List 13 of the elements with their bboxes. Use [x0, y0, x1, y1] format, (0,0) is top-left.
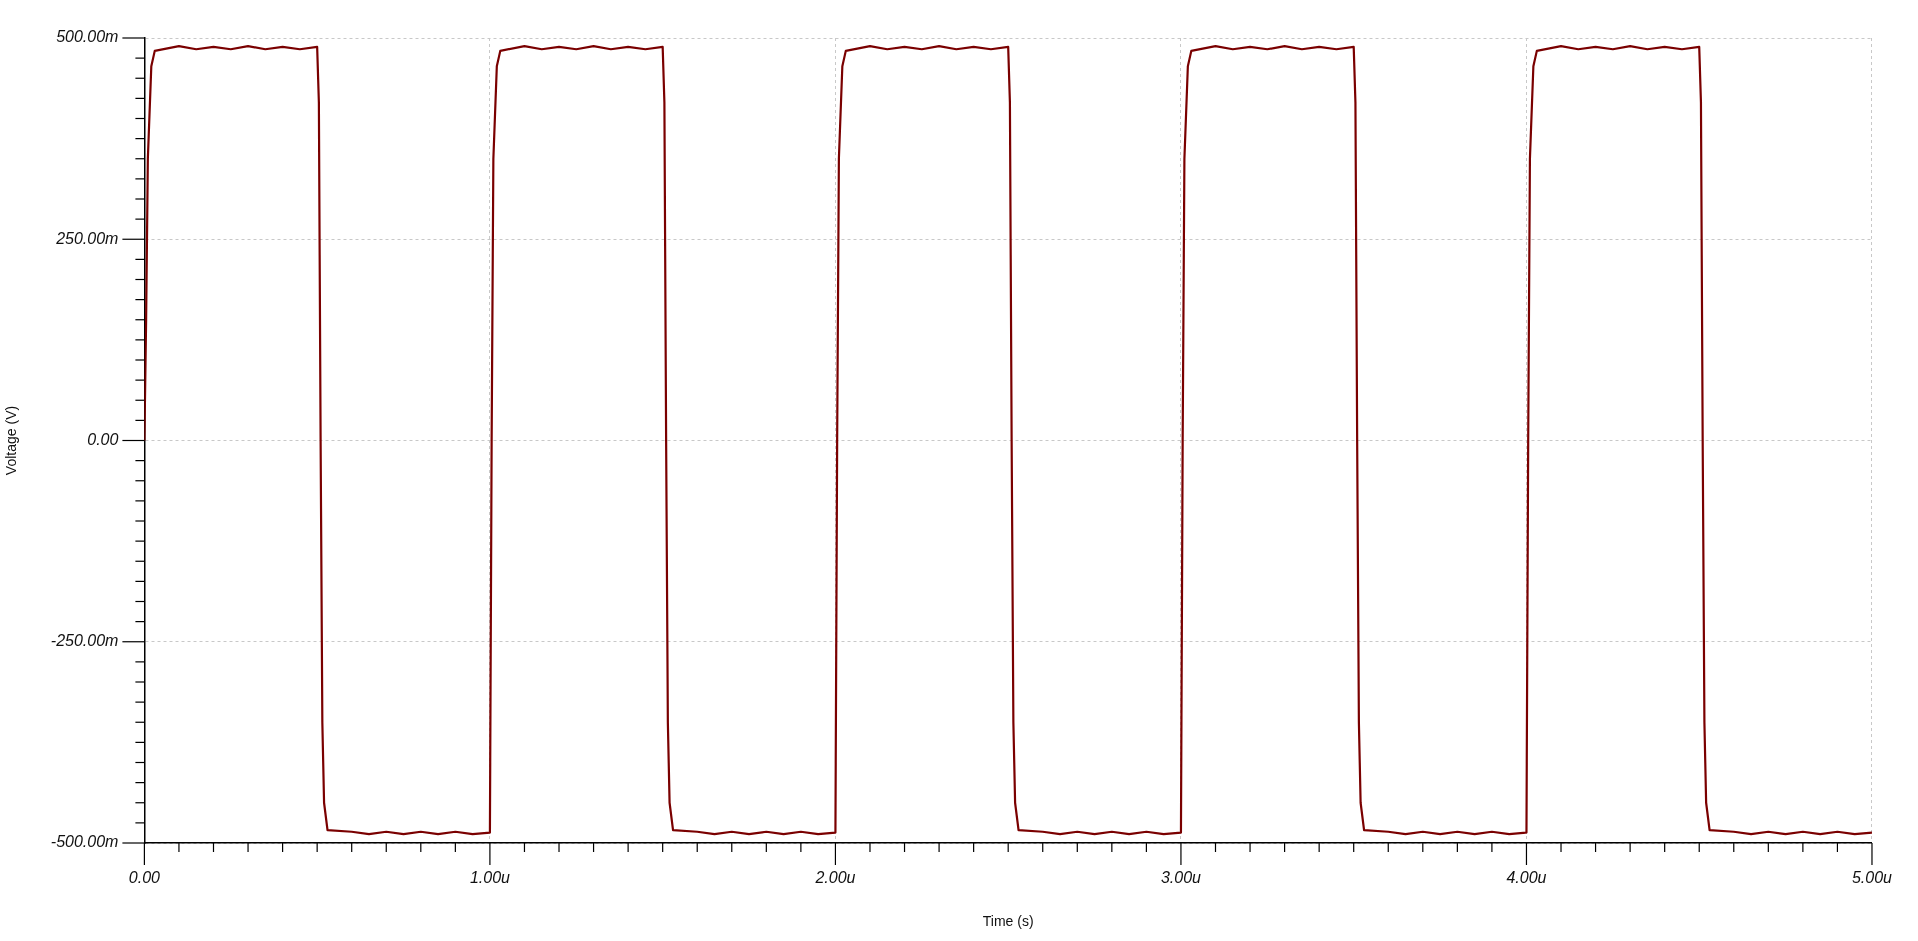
x-tick-label: 5.00u — [1851, 869, 1893, 887]
y-tick-label: 250.00m — [55, 229, 119, 247]
x-axis-title: Time (s) — [982, 913, 1034, 930]
y-axis-title: Voltage (V) — [3, 405, 20, 476]
y-tick-label: 0.00 — [87, 430, 119, 448]
y-tick-label: -250.00m — [50, 632, 119, 650]
x-tick-label: 3.00u — [1160, 869, 1202, 887]
x-tick-label: 0.00 — [128, 869, 161, 887]
y-tick-label: 500.00m — [56, 28, 119, 46]
x-tick-label: 2.00u — [814, 869, 856, 887]
x-tick-label: 1.00u — [469, 869, 511, 887]
y-tick-label: -500.00m — [50, 833, 119, 851]
x-tick-label: 4.00u — [1506, 869, 1547, 887]
